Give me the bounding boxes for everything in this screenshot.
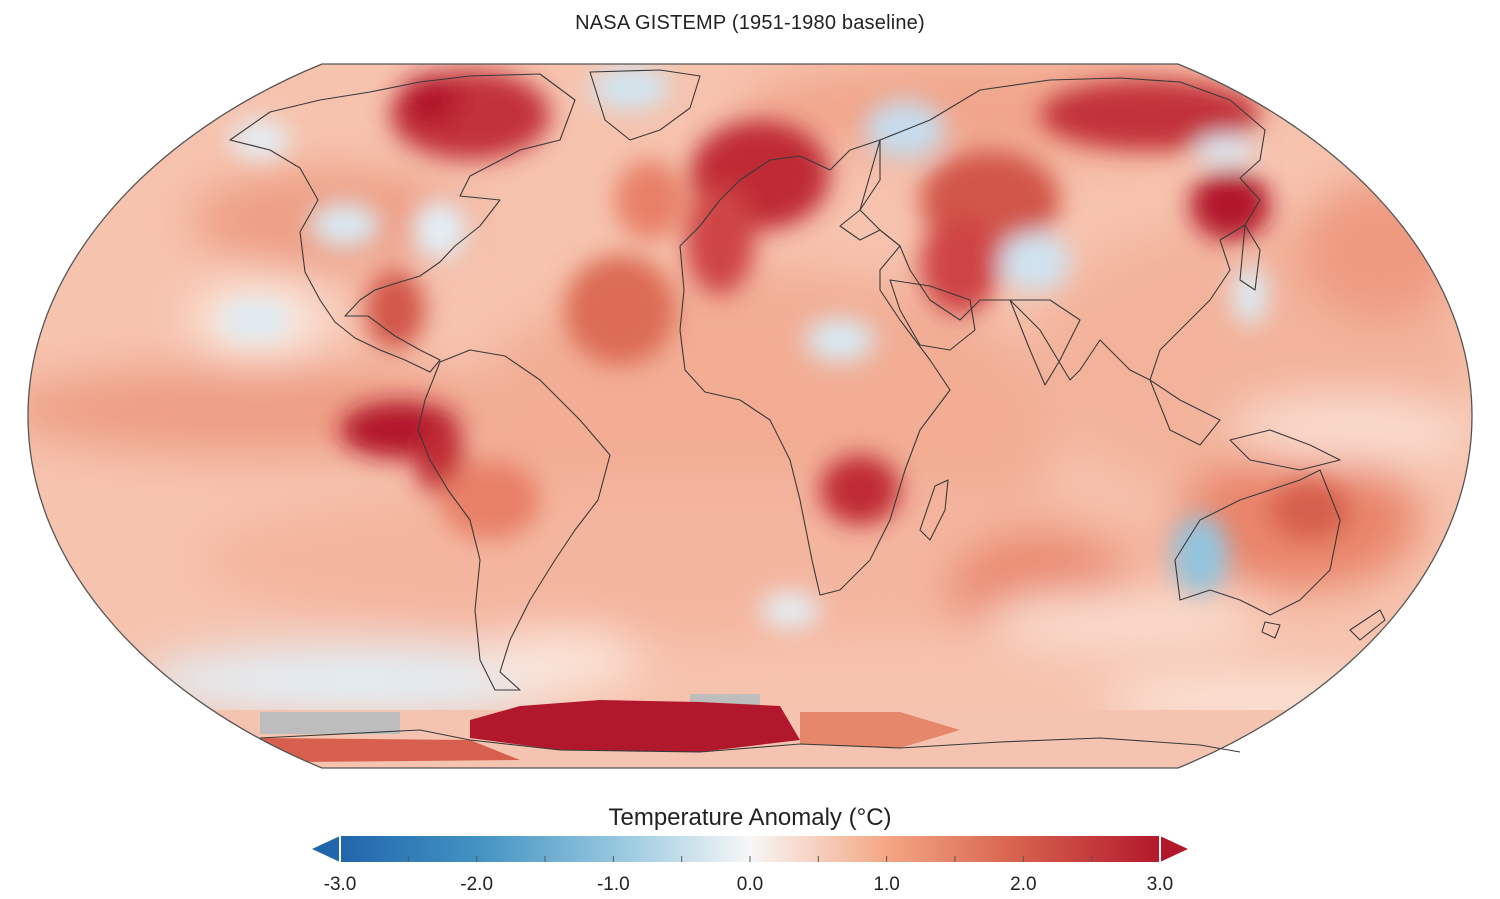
colorbar [312,836,1188,862]
coastlines [229,69,1386,753]
colorbar-tick-label: -1.0 [596,874,630,895]
colorbar-tick-label: 3.0 [1146,874,1174,895]
colorbar-max-arrow [1160,836,1188,862]
colorbar-tick-label: -2.0 [460,874,494,895]
colorbar-min-arrow [312,836,340,862]
colorbar-title: Temperature Anomaly (°C) [608,804,892,831]
colorbar-tick-label: 2.0 [1010,874,1037,895]
colorbar-ticks [407,856,1093,862]
map-frame [27,63,1473,769]
colorbar-tick-label: 1.0 [873,874,900,895]
map-subtitle: NASA GISTEMP (1951-1980 baseline) [575,12,925,34]
colorbar-tick-label: 0.0 [736,874,764,895]
colorbar-tick-label: -3.0 [323,874,357,895]
